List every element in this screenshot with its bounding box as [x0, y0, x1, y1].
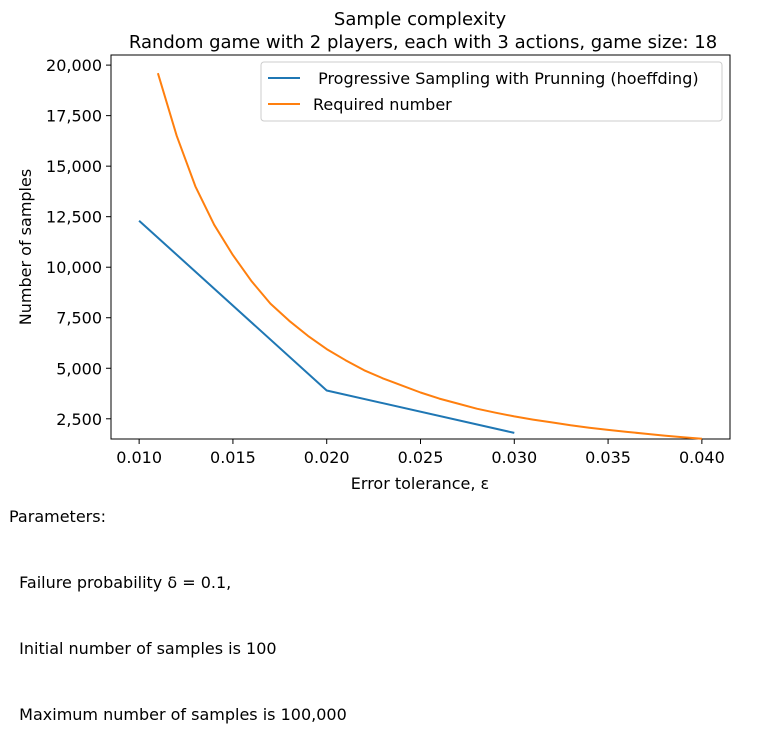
x-tick-label: 0.030 — [491, 448, 537, 467]
x-tick-label: 0.010 — [116, 448, 162, 467]
x-tick-label: 0.015 — [210, 448, 256, 467]
y-axis-label: Number of samples — [16, 169, 35, 325]
legend-box — [260, 61, 723, 122]
legend: Progressive Sampling with Prunning (hoef… — [260, 61, 723, 122]
x-axis-label: Error tolerance, ε — [351, 474, 489, 493]
x-axis-ticks: 0.010 0.015 0.020 0.025 0.030 0.035 0.040 — [116, 439, 725, 467]
y-tick-label: 17,500 — [46, 107, 102, 126]
y-tick-label: 20,000 — [46, 56, 102, 75]
legend-label-required-number: Required number — [313, 95, 452, 114]
x-tick-label: 0.025 — [398, 448, 444, 467]
y-tick-label: 7,500 — [56, 309, 102, 328]
y-axis-ticks: 2,500 5,000 7,500 10,000 12,500 15,000 17,500 2… — [46, 56, 111, 429]
series-line-0 — [138, 219, 515, 434]
sample-complexity-chart: Sample complexity Random game with 2 pla… — [16, 9, 731, 493]
parameters-note: Parameters: Failure probability δ = 0.1,… — [9, 462, 347, 748]
chart-subtitle: Random game with 2 players, each with 3 … — [129, 32, 717, 53]
x-tick-label: 0.035 — [585, 448, 631, 467]
parameter-failure-probability: Failure probability δ = 0.1, — [9, 573, 232, 592]
parameter-initial-samples: Initial number of samples is 100 — [9, 639, 277, 658]
y-tick-label: 12,500 — [46, 208, 102, 227]
parameter-maximum-samples: Maximum number of samples is 100,000 — [9, 705, 347, 724]
chart-title: Sample complexity — [334, 9, 507, 30]
y-tick-label: 10,000 — [46, 258, 102, 277]
legend-label-progressive-sampling: Progressive Sampling with Prunning (hoef… — [313, 69, 699, 88]
series-line-1 — [156, 72, 702, 440]
x-tick-label: 0.040 — [679, 448, 725, 467]
parameters-heading: Parameters: — [9, 507, 106, 526]
y-tick-label: 2,500 — [56, 410, 102, 429]
x-tick-label: 0.020 — [304, 448, 350, 467]
series-lines — [138, 72, 702, 440]
y-tick-label: 15,000 — [46, 157, 102, 176]
y-tick-label: 5,000 — [56, 359, 102, 378]
